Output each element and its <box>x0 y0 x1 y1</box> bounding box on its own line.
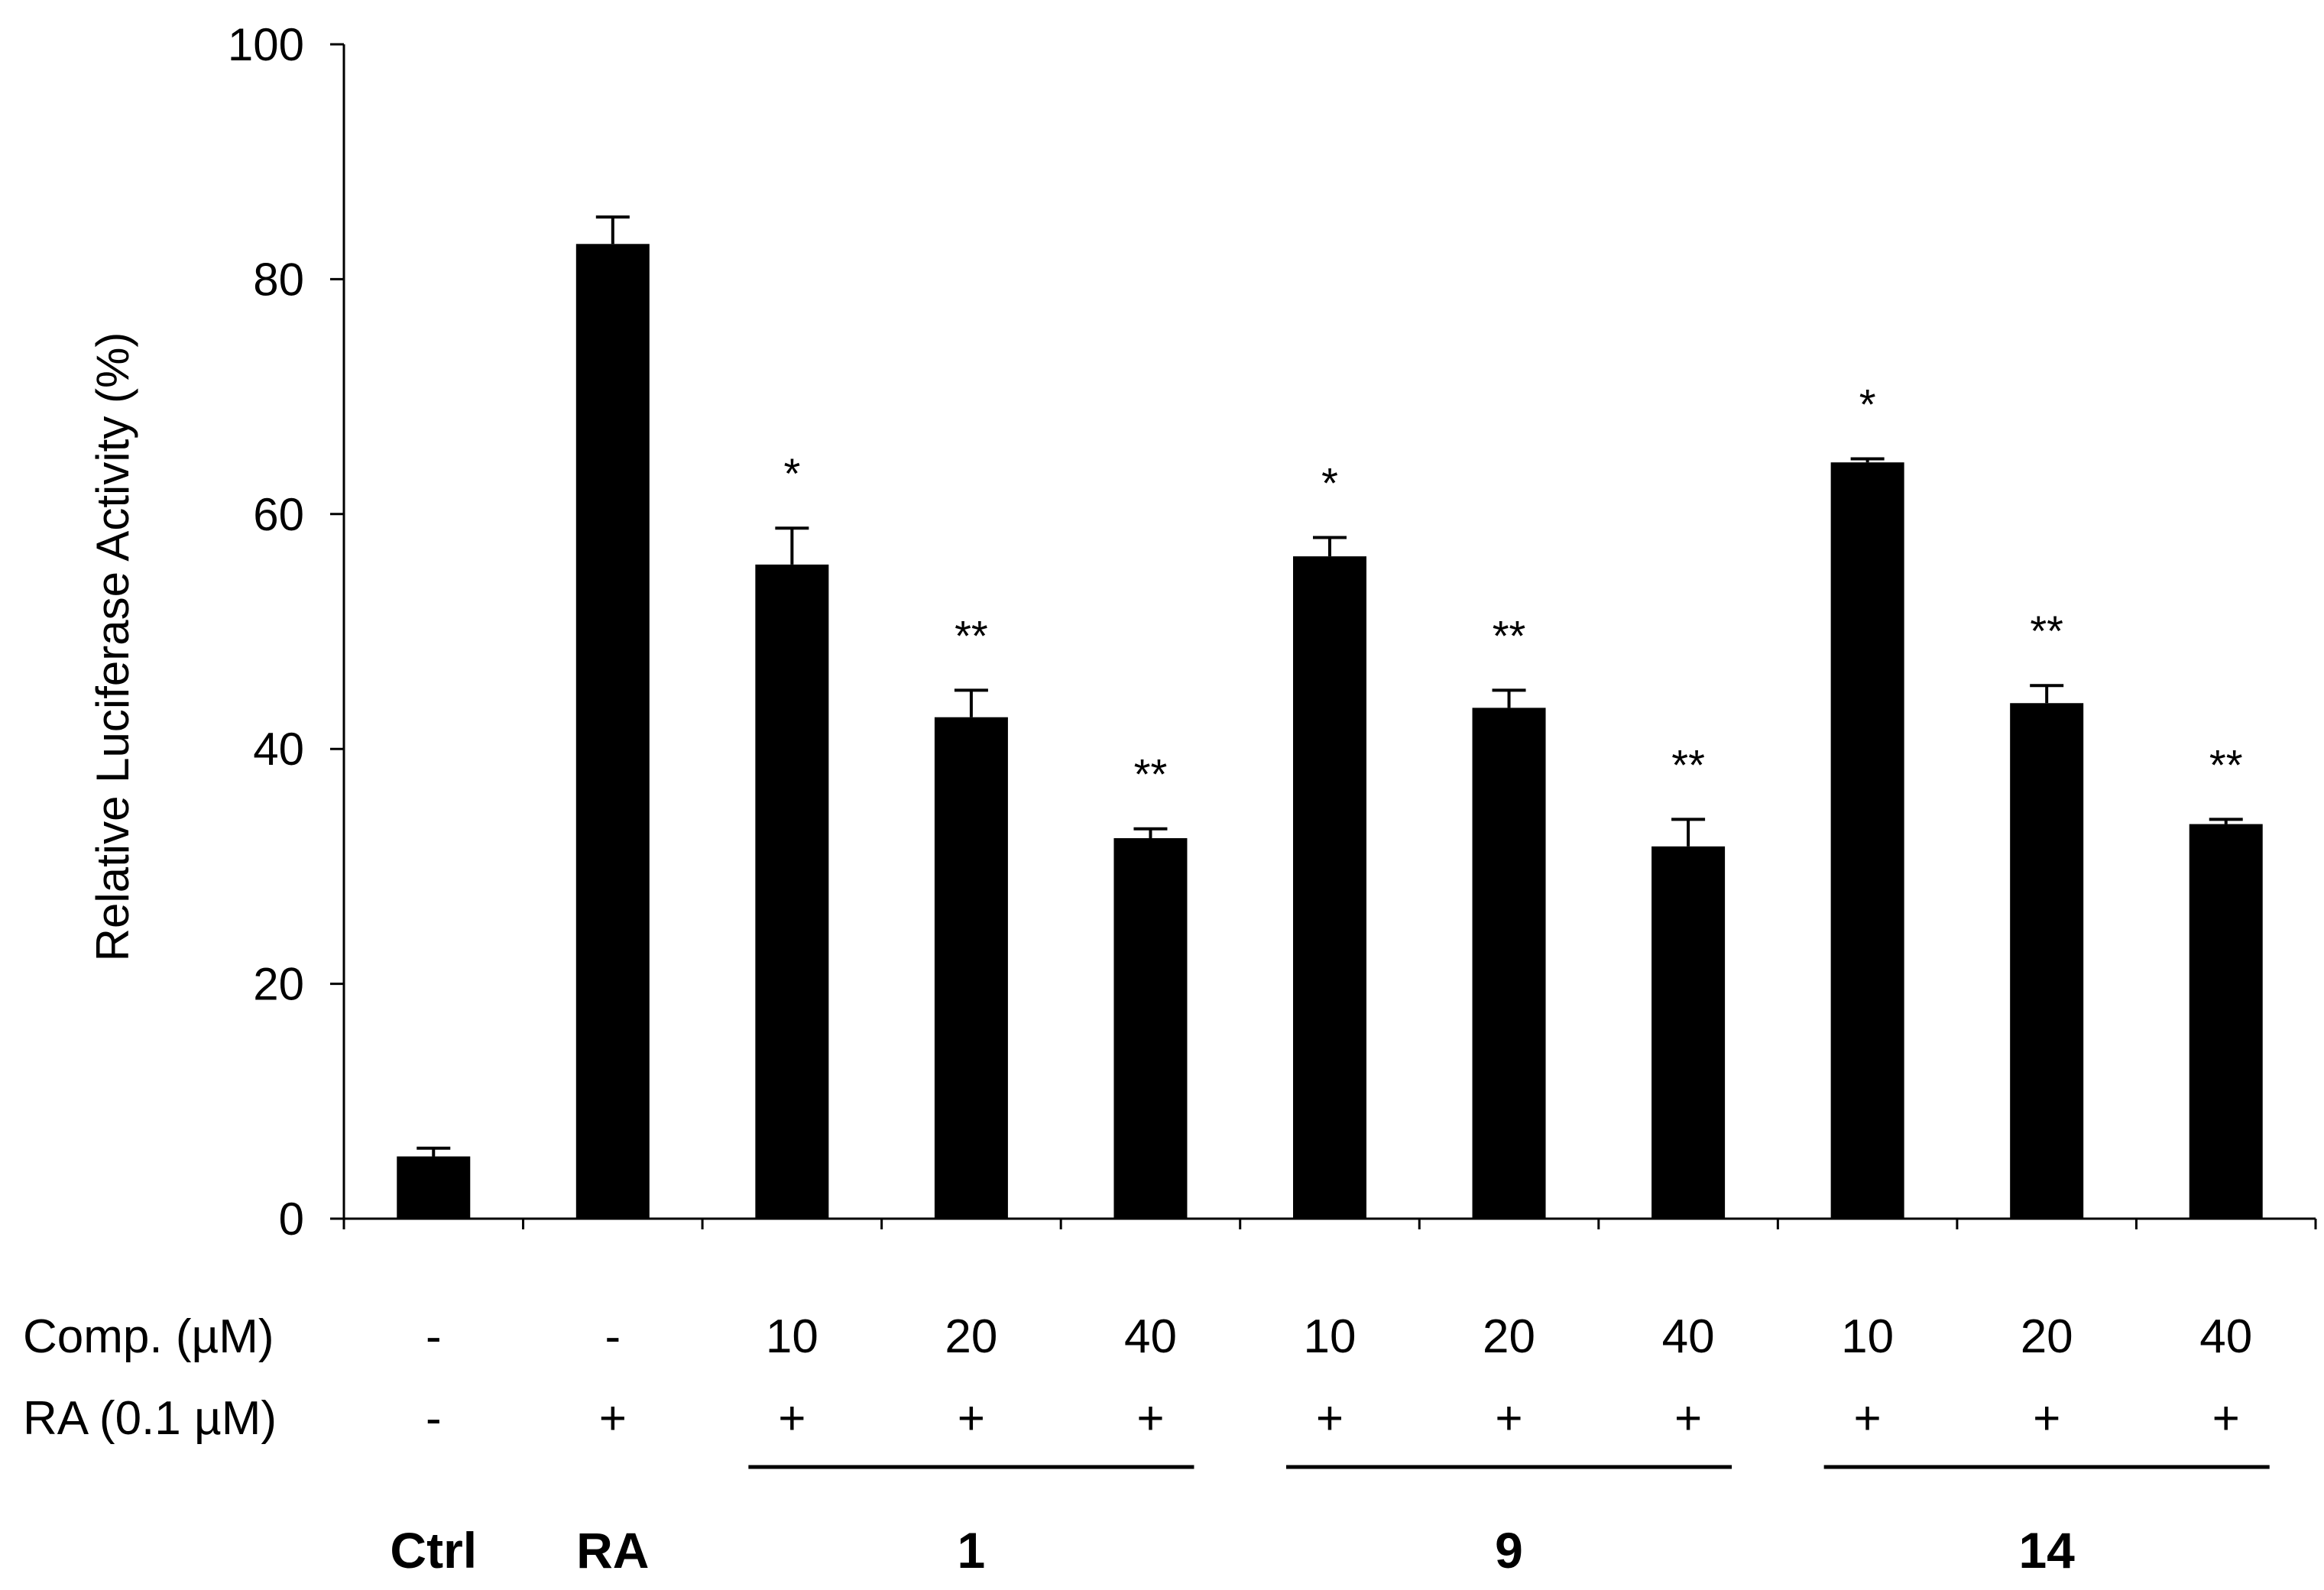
row-value: + <box>1674 1392 1702 1445</box>
y-axis-label: Relative Luciferase Activity (%) <box>87 332 138 962</box>
row-value: + <box>1136 1392 1164 1445</box>
row-value: 20 <box>945 1310 997 1363</box>
bar <box>934 717 1008 1219</box>
bar <box>1113 838 1188 1219</box>
y-tick-label: 20 <box>253 959 304 1010</box>
group-label: 9 <box>1495 1522 1523 1579</box>
row-value: - <box>604 1310 621 1363</box>
bar <box>1651 846 1726 1219</box>
significance-label: ** <box>1134 750 1168 798</box>
row-value: 40 <box>1124 1310 1177 1363</box>
group-label: Ctrl <box>390 1522 477 1579</box>
row-value: 10 <box>1304 1310 1356 1363</box>
group-label: 14 <box>2018 1522 2075 1579</box>
group-label: RA <box>576 1522 649 1579</box>
row-value: + <box>1495 1392 1522 1445</box>
row-value: + <box>2033 1392 2060 1445</box>
bar <box>1472 708 1546 1219</box>
y-tick-label: 100 <box>228 19 304 70</box>
y-tick-label: 60 <box>253 489 304 540</box>
row-value: 40 <box>1662 1310 1715 1363</box>
row-value: + <box>958 1392 985 1445</box>
row-value: 40 <box>2199 1310 2252 1363</box>
y-tick-label: 80 <box>253 254 304 305</box>
row-value: - <box>426 1392 442 1445</box>
y-tick-label: 40 <box>253 724 304 775</box>
significance-label: ** <box>1493 611 1526 659</box>
row-value: + <box>599 1392 627 1445</box>
row-value: + <box>1854 1392 1882 1445</box>
row-label: Comp. (µM) <box>23 1310 274 1363</box>
row-value: 10 <box>1841 1310 1894 1363</box>
bar <box>1830 462 1904 1219</box>
significance-label: * <box>783 449 800 497</box>
significance-label: * <box>1859 380 1876 429</box>
y-tick-label: 0 <box>279 1193 304 1245</box>
group-label: 1 <box>958 1522 986 1579</box>
row-value: - <box>426 1310 442 1363</box>
bars <box>397 215 2270 1469</box>
bar <box>575 244 650 1219</box>
bar <box>2189 824 2263 1219</box>
row-value: 20 <box>2021 1310 2073 1363</box>
bar <box>397 1156 471 1219</box>
bar <box>755 564 829 1219</box>
significance-label: ** <box>955 611 988 659</box>
significance-label: ** <box>2030 607 2063 655</box>
bar <box>1293 556 1366 1219</box>
row-value: + <box>1316 1392 1344 1445</box>
row-value: + <box>2212 1392 2240 1445</box>
row-value: + <box>778 1392 805 1445</box>
significance-label: * <box>1321 459 1338 507</box>
bar <box>2010 703 2084 1219</box>
labels: Relative Luciferase Activity (%) 0 20 40 60… <box>23 19 2252 1579</box>
row-label: RA (0.1 µM) <box>23 1392 277 1445</box>
row-value: 10 <box>766 1310 818 1363</box>
significance-label: ** <box>2209 740 2243 789</box>
row-value: 20 <box>1483 1310 1535 1363</box>
significance-label: ** <box>1671 740 1705 789</box>
